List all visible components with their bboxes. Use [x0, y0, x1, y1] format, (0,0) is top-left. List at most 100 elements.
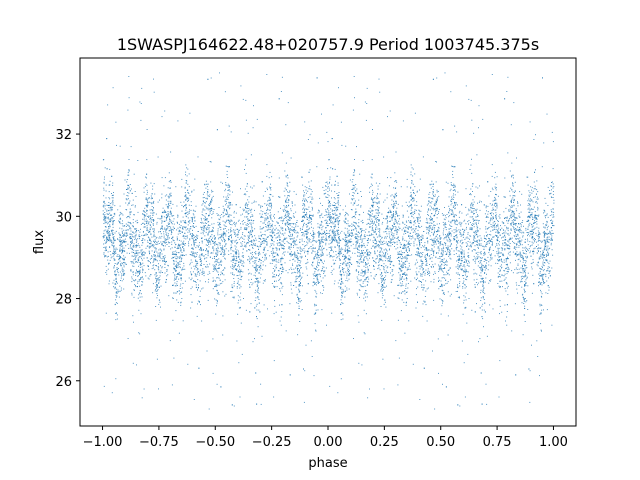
data-point	[370, 272, 372, 274]
data-point	[461, 256, 462, 257]
data-point	[266, 219, 268, 221]
data-point	[550, 242, 552, 244]
data-point	[299, 275, 301, 277]
data-point	[239, 306, 241, 308]
data-point	[476, 216, 478, 217]
data-point	[282, 228, 284, 230]
data-point	[164, 227, 166, 229]
data-point	[128, 215, 130, 217]
data-point	[142, 218, 144, 220]
data-point	[552, 254, 554, 256]
data-point	[477, 257, 479, 259]
data-point	[411, 229, 413, 231]
data-point	[361, 364, 363, 366]
data-point	[182, 228, 184, 230]
data-point	[199, 261, 201, 263]
data-point	[160, 249, 162, 251]
data-point	[471, 158, 472, 160]
data-point	[179, 263, 181, 265]
data-point	[429, 183, 431, 185]
data-point	[317, 251, 319, 253]
data-point	[129, 217, 131, 219]
data-point	[352, 234, 354, 236]
data-point	[471, 227, 473, 229]
data-point	[219, 224, 221, 226]
data-point	[362, 238, 364, 240]
data-point	[483, 280, 484, 282]
data-point	[299, 249, 301, 251]
data-point	[321, 247, 323, 249]
data-point	[450, 244, 452, 246]
data-point	[552, 232, 554, 234]
data-point	[481, 239, 483, 241]
data-point	[327, 232, 329, 234]
data-point	[365, 119, 367, 121]
data-point	[506, 217, 508, 219]
data-point	[375, 246, 377, 248]
data-point	[497, 283, 499, 284]
data-point	[481, 266, 483, 268]
data-point	[367, 284, 368, 286]
data-point	[328, 237, 330, 239]
data-point	[234, 265, 236, 267]
data-point	[361, 239, 363, 241]
data-point	[137, 258, 139, 260]
data-point	[151, 217, 153, 218]
data-point	[538, 285, 539, 287]
data-point	[382, 358, 384, 360]
data-point	[442, 259, 444, 261]
data-point	[285, 228, 287, 230]
data-point	[161, 116, 163, 118]
data-point	[285, 162, 287, 164]
data-point	[318, 248, 320, 250]
data-point	[390, 256, 391, 258]
data-point	[278, 245, 280, 247]
data-point	[278, 270, 280, 272]
data-point	[551, 239, 552, 241]
data-point	[515, 254, 517, 256]
data-point	[267, 218, 269, 220]
data-point	[539, 282, 541, 284]
data-point	[205, 266, 207, 267]
data-point	[381, 273, 383, 275]
data-point	[126, 181, 128, 183]
data-point	[425, 264, 427, 266]
data-point	[203, 197, 205, 198]
data-point	[230, 131, 232, 133]
data-point	[365, 266, 367, 268]
data-point	[461, 269, 463, 271]
data-point	[111, 195, 113, 196]
data-point	[311, 226, 312, 228]
data-point	[134, 206, 136, 208]
data-point	[253, 239, 255, 241]
data-point	[383, 279, 384, 281]
data-point	[268, 225, 269, 227]
data-point	[122, 245, 124, 247]
data-point	[118, 296, 120, 298]
data-point	[120, 212, 122, 214]
data-point	[318, 282, 320, 283]
data-point	[262, 195, 264, 197]
data-point	[104, 205, 106, 207]
data-point	[153, 78, 154, 80]
data-point	[498, 396, 500, 398]
data-point	[343, 262, 345, 264]
data-point	[294, 260, 296, 262]
data-point	[278, 261, 280, 263]
data-point	[255, 275, 256, 277]
data-point	[240, 262, 242, 264]
data-point	[141, 234, 143, 236]
data-point	[287, 242, 289, 244]
data-point	[243, 194, 245, 195]
data-point	[223, 252, 225, 254]
data-point	[145, 210, 147, 212]
data-point	[344, 227, 346, 229]
data-point	[454, 208, 456, 210]
data-point	[117, 291, 119, 293]
data-point	[378, 267, 380, 269]
data-point	[428, 229, 430, 231]
data-point	[133, 279, 134, 281]
data-point	[343, 268, 345, 269]
data-point	[548, 248, 550, 250]
data-point	[340, 232, 341, 234]
